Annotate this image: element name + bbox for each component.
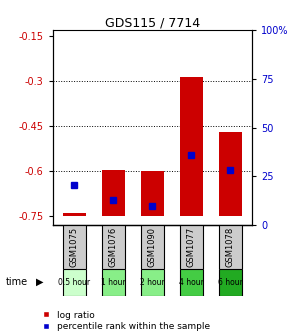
Bar <box>180 77 203 216</box>
Text: GSM1076: GSM1076 <box>109 227 118 267</box>
Bar <box>180 269 203 296</box>
Text: 2 hour: 2 hour <box>140 278 165 287</box>
Text: GSM1090: GSM1090 <box>148 227 157 267</box>
Bar <box>62 269 86 296</box>
Text: 0.5 hour: 0.5 hour <box>58 278 90 287</box>
Bar <box>141 225 164 269</box>
Bar <box>180 225 203 269</box>
Title: GDS115 / 7714: GDS115 / 7714 <box>105 16 200 29</box>
Text: ▶: ▶ <box>36 277 43 287</box>
Legend: log ratio, percentile rank within the sample: log ratio, percentile rank within the sa… <box>42 311 210 332</box>
Bar <box>141 269 164 296</box>
Bar <box>219 225 242 269</box>
Text: 1 hour: 1 hour <box>101 278 126 287</box>
Bar <box>102 225 125 269</box>
Text: GSM1077: GSM1077 <box>187 227 196 267</box>
Bar <box>62 225 86 269</box>
Bar <box>102 170 125 216</box>
Bar <box>141 171 164 216</box>
Text: time: time <box>6 277 28 287</box>
Bar <box>102 269 125 296</box>
Text: 6 hour: 6 hour <box>218 278 243 287</box>
Text: GSM1075: GSM1075 <box>70 227 79 267</box>
Text: GSM1078: GSM1078 <box>226 227 235 267</box>
Bar <box>219 132 242 216</box>
Text: 4 hour: 4 hour <box>179 278 204 287</box>
Bar <box>219 269 242 296</box>
Bar <box>62 213 86 216</box>
